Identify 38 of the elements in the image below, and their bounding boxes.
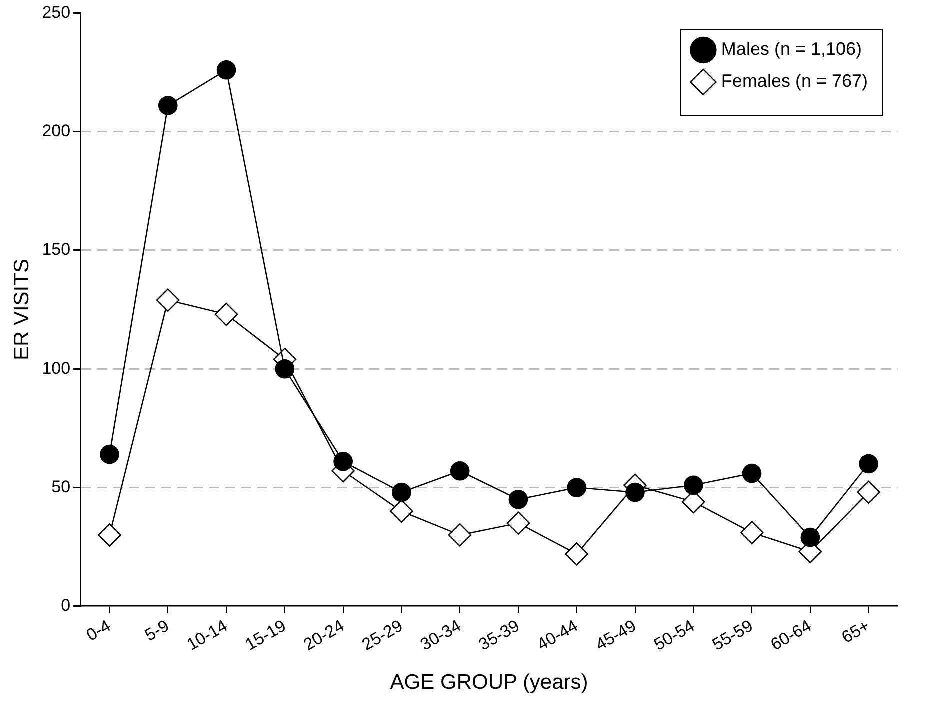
x-tick-label: 0-4 <box>83 616 114 646</box>
point <box>450 461 470 481</box>
point <box>859 454 878 474</box>
y-tick-label: 150 <box>42 240 71 260</box>
point <box>684 476 704 496</box>
x-tick-label: 40-44 <box>534 616 582 654</box>
point <box>158 96 178 116</box>
point <box>98 524 122 547</box>
point <box>275 359 295 379</box>
legend-label: Females (n = 767) <box>721 71 868 92</box>
point <box>508 490 528 510</box>
point <box>216 60 236 80</box>
x-tick-label: 45-49 <box>592 616 640 654</box>
y-tick-label: 200 <box>42 122 71 141</box>
point <box>156 288 180 312</box>
point <box>334 452 353 472</box>
point <box>100 444 120 464</box>
point <box>626 482 645 502</box>
x-axis-title: AGE GROUP (years) <box>390 671 588 694</box>
y-tick-label: 50 <box>52 477 71 496</box>
y-axis-title: ER VISITS <box>10 259 34 361</box>
y-tick-label: 250 <box>42 2 71 22</box>
point <box>448 524 472 547</box>
x-tick-label: 5-9 <box>142 616 172 646</box>
point <box>214 302 238 326</box>
point <box>567 478 587 498</box>
point <box>857 480 880 504</box>
legend-label: Males (n = 1,106) <box>721 39 862 60</box>
point <box>506 512 530 535</box>
point <box>740 521 764 544</box>
point <box>392 482 412 502</box>
point <box>800 528 820 548</box>
point <box>742 464 762 484</box>
y-tick-label: 0 <box>61 596 71 616</box>
point <box>390 500 414 524</box>
x-tick-label: 65+ <box>838 616 874 648</box>
point <box>565 542 589 566</box>
y-tick-label: 100 <box>42 358 71 378</box>
